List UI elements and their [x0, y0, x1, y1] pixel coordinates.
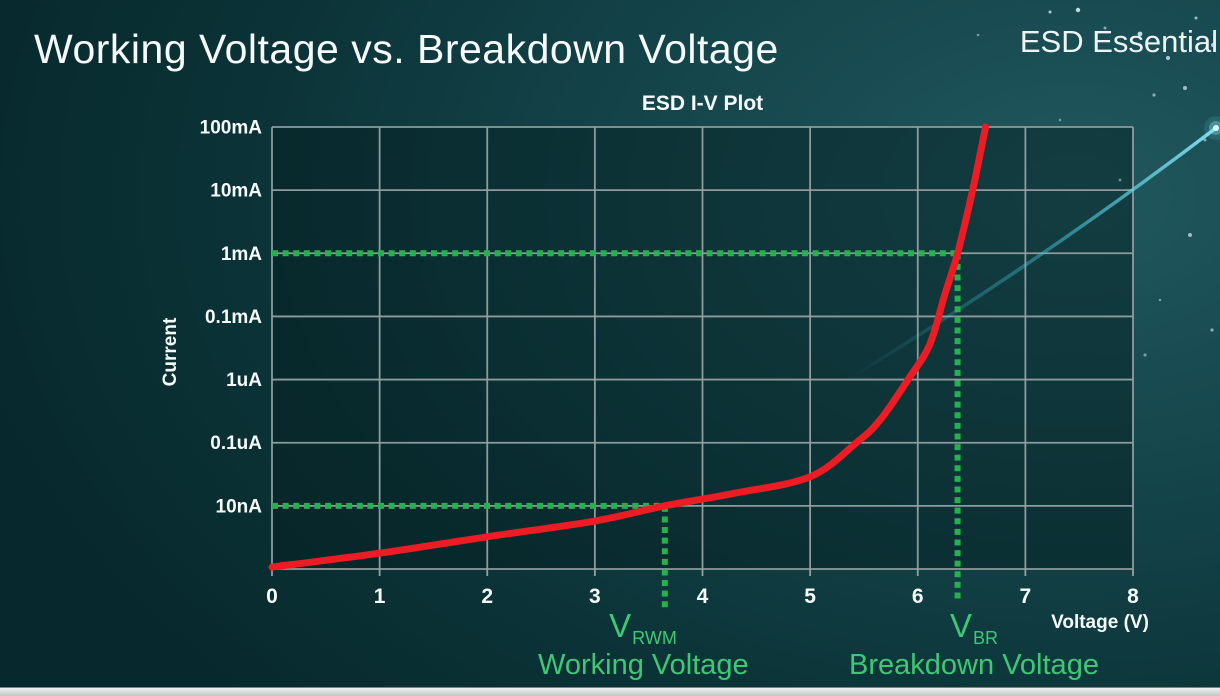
grid-lines: [271, 126, 1134, 576]
tick-labels: 0 1 2 3 4 5 6 7 8 100mA 10mA 1mA 0.1mA 1uA 0.1uA 10nA: [200, 118, 1139, 609]
x-tick-label: 7: [1020, 585, 1032, 608]
vrwm-symbol: VRWM: [609, 607, 677, 649]
x-tick-label: 3: [589, 585, 601, 608]
y-tick-label: 0.1mA: [205, 307, 262, 328]
vbr-symbol: VBR: [949, 607, 999, 649]
x-tick-label: 0: [266, 585, 278, 608]
vbr-annotation: VBR Breakdown Voltage: [840, 607, 1108, 682]
vrwm-annotation: VRWM Working Voltage: [538, 607, 749, 682]
page-title: Working Voltage vs. Breakdown Voltage: [34, 26, 779, 72]
iv-curve: [268, 123, 990, 571]
brand-text: ESD Essential: [1019, 24, 1218, 59]
x-tick-label: 2: [481, 585, 493, 608]
y-tick-label: 100mA: [200, 118, 263, 139]
threshold-dotted-lines: [272, 250, 961, 608]
y-tick-label: 10mA: [210, 181, 262, 202]
iv-curve-path: [268, 123, 990, 571]
y-tick-label: 1uA: [226, 370, 262, 391]
x-axis-label: Voltage (V): [1051, 612, 1149, 633]
x-tick-label: 6: [912, 585, 924, 608]
x-tick-label: 4: [697, 585, 709, 608]
y-tick-label: 0.1uA: [210, 433, 262, 454]
y-tick-label: 1mA: [221, 244, 262, 265]
particle-dots: [976, 7, 1215, 357]
bottom-strip: [0, 687, 1220, 696]
y-tick-label: 10nA: [216, 496, 263, 517]
chart-title: ESD I-V Plot: [641, 92, 764, 115]
x-tick-label: 1: [374, 585, 386, 608]
vrwm-label: Working Voltage: [538, 649, 749, 681]
x-tick-label: 5: [804, 585, 816, 608]
x-tick-label: 8: [1127, 585, 1139, 608]
vbr-label: Breakdown Voltage: [849, 649, 1099, 681]
background-swoosh: [849, 116, 1220, 380]
